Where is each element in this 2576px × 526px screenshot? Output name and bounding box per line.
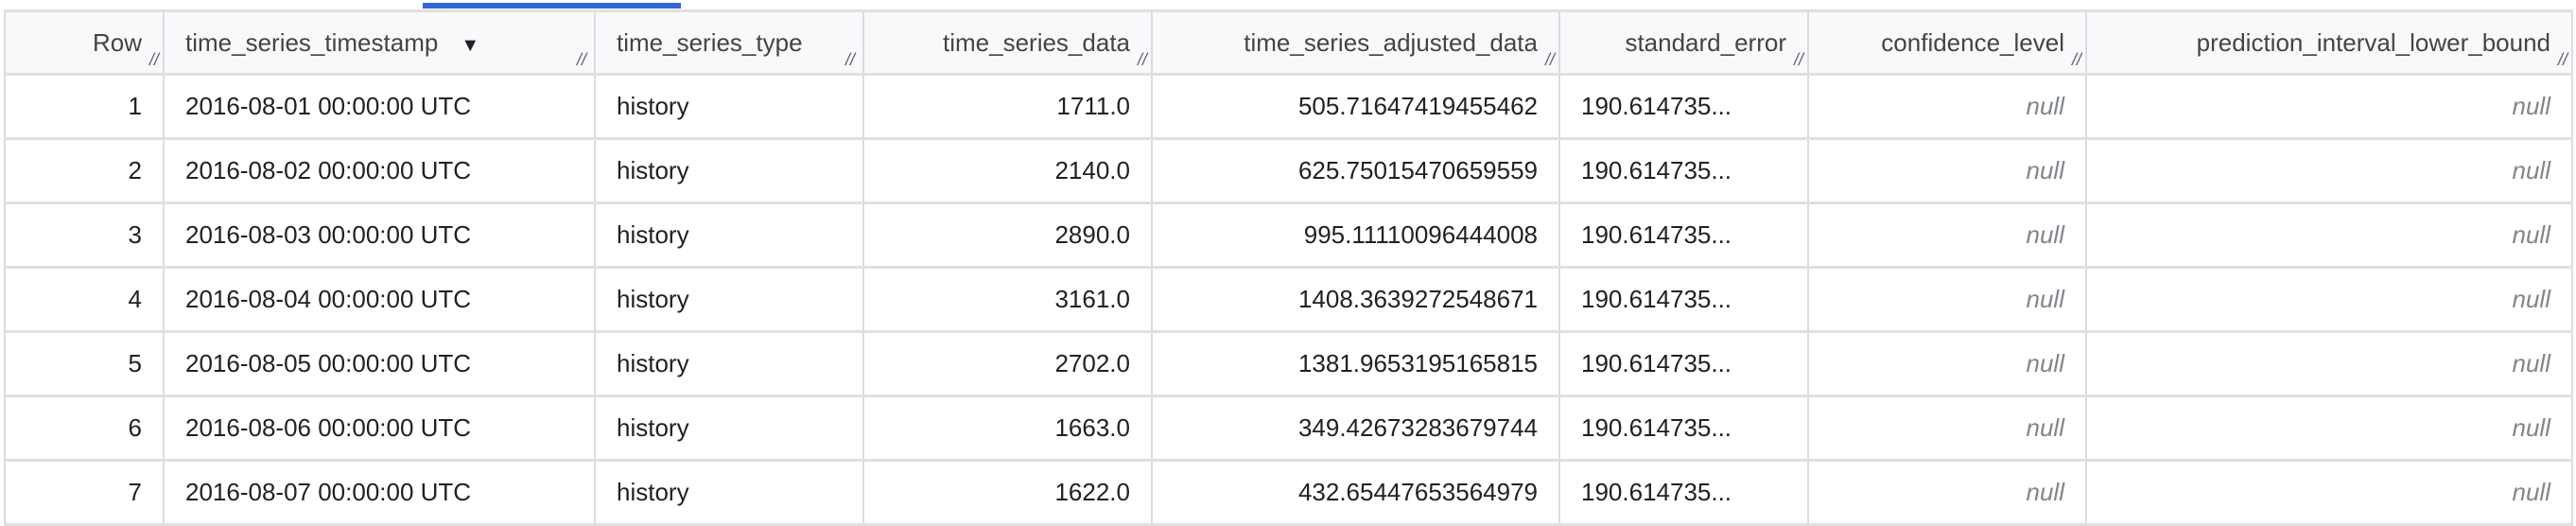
confidence-level-cell[interactable]: null xyxy=(1808,138,2087,204)
column-header-row[interactable]: Row // xyxy=(4,9,165,76)
standard-error-cell[interactable]: 190.614735... xyxy=(1559,74,1809,140)
data-cell[interactable]: 2140.0 xyxy=(863,138,1153,204)
row-number[interactable]: 2 xyxy=(4,138,165,204)
table-row[interactable]: 7 2016-08-07 00:00:00 UTC history 1622.0 432… xyxy=(4,460,2573,526)
column-label: time_series_timestamp xyxy=(185,27,439,57)
row-number[interactable]: 7 xyxy=(4,460,165,526)
standard-error-cell[interactable]: 190.614735... xyxy=(1559,138,1809,204)
standard-error-cell[interactable]: 190.614735... xyxy=(1559,395,1809,462)
column-label: confidence_level xyxy=(1881,27,2064,57)
prediction-interval-lower-bound-cell[interactable]: null xyxy=(2086,460,2573,526)
table-row[interactable]: 1 2016-08-01 00:00:00 UTC history 1711.0 505… xyxy=(4,74,2573,140)
column-header-time-series-data[interactable]: time_series_data // xyxy=(863,9,1153,76)
adjusted-data-cell[interactable]: 349.42673283679744 xyxy=(1152,395,1560,462)
adjusted-data-cell[interactable]: 995.11110096444008 xyxy=(1152,202,1560,269)
column-resize-handle-icon[interactable]: // xyxy=(1137,50,1147,69)
standard-error-cell[interactable]: 190.614735... xyxy=(1559,460,1809,526)
column-label: prediction_interval_lower_bound xyxy=(2196,27,2550,57)
type-cell[interactable]: history xyxy=(595,395,864,462)
standard-error-cell[interactable]: 190.614735... xyxy=(1559,202,1809,269)
row-number[interactable]: 5 xyxy=(4,331,165,397)
results-table: Row//time_series_timestamp ▼//time_series… xyxy=(4,9,2573,526)
column-label: time_series_type xyxy=(617,27,803,57)
column-resize-handle-icon[interactable]: // xyxy=(2071,50,2081,69)
adjusted-data-cell[interactable]: 1408.3639272548671 xyxy=(1152,267,1560,333)
row-number[interactable]: 3 xyxy=(4,202,165,269)
confidence-level-cell[interactable]: null xyxy=(1808,395,2087,462)
confidence-level-cell[interactable]: null xyxy=(1808,460,2087,526)
column-resize-handle-icon[interactable]: // xyxy=(1544,50,1555,69)
data-cell[interactable]: 1622.0 xyxy=(863,460,1153,526)
prediction-interval-lower-bound-cell[interactable]: null xyxy=(2086,202,2573,269)
data-cell[interactable]: 3161.0 xyxy=(863,267,1153,333)
column-resize-handle-icon[interactable]: // xyxy=(2557,50,2567,69)
table-row[interactable]: 5 2016-08-05 00:00:00 UTC history 2702.0 138… xyxy=(4,331,2573,397)
column-header-time-series-adjusted-data[interactable]: time_series_adjusted_data // xyxy=(1152,9,1560,76)
column-resize-handle-icon[interactable]: // xyxy=(1793,50,1803,69)
timestamp-cell[interactable]: 2016-08-02 00:00:00 UTC xyxy=(164,138,596,204)
data-cell[interactable]: 1711.0 xyxy=(863,74,1153,140)
adjusted-data-cell[interactable]: 505.71647419455462 xyxy=(1152,74,1560,140)
type-cell[interactable]: history xyxy=(595,331,864,397)
confidence-level-cell[interactable]: null xyxy=(1808,331,2087,397)
column-header-confidence-level[interactable]: confidence_level // xyxy=(1808,9,2087,76)
column-label: time_series_data xyxy=(943,27,1130,57)
data-cell[interactable]: 2890.0 xyxy=(863,202,1153,269)
adjusted-data-cell[interactable]: 625.75015470659559 xyxy=(1152,138,1560,204)
active-tab-indicator xyxy=(423,3,681,9)
timestamp-cell[interactable]: 2016-08-07 00:00:00 UTC xyxy=(164,460,596,526)
type-cell[interactable]: history xyxy=(595,267,864,333)
adjusted-data-cell[interactable]: 432.65447653564979 xyxy=(1152,460,1560,526)
prediction-interval-lower-bound-cell[interactable]: null xyxy=(2086,331,2573,397)
timestamp-cell[interactable]: 2016-08-01 00:00:00 UTC xyxy=(164,74,596,140)
column-label: time_series_adjusted_data xyxy=(1244,27,1538,57)
prediction-interval-lower-bound-cell[interactable]: null xyxy=(2086,138,2573,204)
column-label: Row xyxy=(92,27,142,57)
standard-error-cell[interactable]: 190.614735... xyxy=(1559,331,1809,397)
column-header-standard-error[interactable]: standard_error // xyxy=(1559,9,1809,76)
timestamp-cell[interactable]: 2016-08-05 00:00:00 UTC xyxy=(164,331,596,397)
header-row: Row//time_series_timestamp ▼//time_series… xyxy=(4,9,2573,76)
prediction-interval-lower-bound-cell[interactable]: null xyxy=(2086,395,2573,462)
type-cell[interactable]: history xyxy=(595,202,864,269)
timestamp-cell[interactable]: 2016-08-06 00:00:00 UTC xyxy=(164,395,596,462)
column-resize-handle-icon[interactable]: // xyxy=(577,50,587,69)
table-row[interactable]: 4 2016-08-04 00:00:00 UTC history 3161.0 140… xyxy=(4,267,2573,333)
data-cell[interactable]: 1663.0 xyxy=(863,395,1153,462)
row-number[interactable]: 4 xyxy=(4,267,165,333)
prediction-interval-lower-bound-cell[interactable]: null xyxy=(2086,267,2573,333)
column-header-prediction-interval-lower-bound[interactable]: prediction_interval_lower_bound // xyxy=(2086,9,2573,76)
type-cell[interactable]: history xyxy=(595,460,864,526)
column-header-time-series-timestamp[interactable]: time_series_timestamp ▼ // xyxy=(164,9,596,76)
confidence-level-cell[interactable]: null xyxy=(1808,74,2087,140)
type-cell[interactable]: history xyxy=(595,138,864,204)
table-row[interactable]: 6 2016-08-06 00:00:00 UTC history 1663.0 349… xyxy=(4,395,2573,462)
table-row[interactable]: 2 2016-08-02 00:00:00 UTC history 2140.0 625… xyxy=(4,138,2573,204)
timestamp-cell[interactable]: 2016-08-03 00:00:00 UTC xyxy=(164,202,596,269)
adjusted-data-cell[interactable]: 1381.9653195165815 xyxy=(1152,331,1560,397)
confidence-level-cell[interactable]: null xyxy=(1808,267,2087,333)
prediction-interval-lower-bound-cell[interactable]: null xyxy=(2086,74,2573,140)
row-number[interactable]: 1 xyxy=(4,74,165,140)
table-row[interactable]: 3 2016-08-03 00:00:00 UTC history 2890.0 995… xyxy=(4,202,2573,269)
column-resize-handle-icon[interactable]: // xyxy=(845,50,856,69)
type-cell[interactable]: history xyxy=(595,74,864,140)
data-cell[interactable]: 2702.0 xyxy=(863,331,1153,397)
column-resize-handle-icon[interactable]: // xyxy=(148,50,159,69)
timestamp-cell[interactable]: 2016-08-04 00:00:00 UTC xyxy=(164,267,596,333)
column-label: standard_error xyxy=(1625,27,1786,57)
confidence-level-cell[interactable]: null xyxy=(1808,202,2087,269)
standard-error-cell[interactable]: 190.614735... xyxy=(1559,267,1809,333)
row-number[interactable]: 6 xyxy=(4,395,165,462)
sort-descending-icon[interactable]: ▼ xyxy=(461,34,480,56)
column-header-time-series-type[interactable]: time_series_type // xyxy=(595,9,864,76)
